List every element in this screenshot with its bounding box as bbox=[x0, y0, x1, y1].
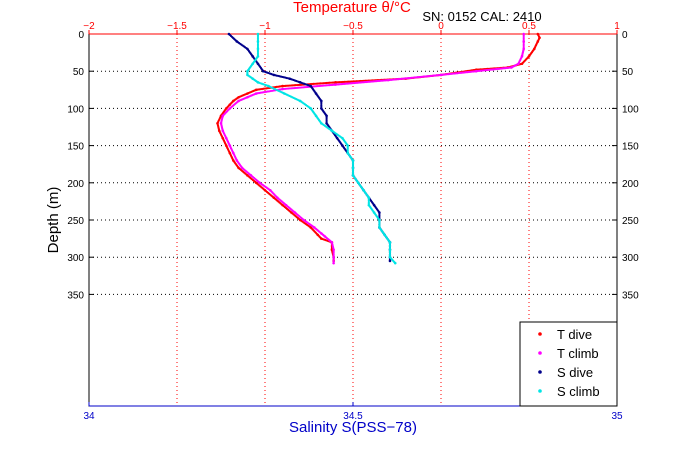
legend-marker bbox=[538, 332, 542, 336]
x-axis-label-salinity: Salinity S(PSS−78) bbox=[289, 419, 417, 436]
y-tick-label-left: 200 bbox=[67, 179, 84, 190]
y-tick-label-right: 50 bbox=[622, 67, 634, 78]
x-tick-label-temperature: −2 bbox=[83, 21, 95, 32]
x-tick-label-temperature: −0.5 bbox=[343, 21, 363, 32]
data-point bbox=[388, 259, 392, 263]
data-points bbox=[216, 32, 541, 265]
x-tick-label-salinity: 35 bbox=[611, 411, 623, 422]
x-tick-label-salinity: 34 bbox=[83, 411, 95, 422]
x-tick-label-temperature: −1.5 bbox=[167, 21, 187, 32]
data-point bbox=[393, 261, 397, 265]
y-tick-label-right: 350 bbox=[622, 290, 639, 301]
y-tick-label-left: 50 bbox=[73, 67, 85, 78]
y-tick-label-left: 100 bbox=[67, 104, 84, 115]
x-tick-label-salinity: 34.5 bbox=[343, 411, 363, 422]
legend-label: T climb bbox=[557, 346, 599, 361]
legend: T dive T climb S dive S climb bbox=[519, 321, 618, 407]
legend-label: T dive bbox=[557, 327, 592, 342]
y-tick-label-right: 0 bbox=[622, 30, 628, 41]
serial-calibration-label: SN: 0152 CAL: 2410 bbox=[422, 9, 541, 24]
y-tick-label-right: 100 bbox=[622, 104, 639, 115]
y-tick-label-right: 250 bbox=[622, 216, 639, 227]
legend-box bbox=[519, 321, 618, 407]
y-tick-label-left: 350 bbox=[67, 290, 84, 301]
y-tick-label-right: 200 bbox=[622, 179, 639, 190]
x-tick-label-temperature: 1 bbox=[614, 21, 620, 32]
y-tick-label-left: 300 bbox=[67, 253, 84, 264]
series-t-climb bbox=[219, 32, 526, 265]
series-s-climb bbox=[246, 32, 397, 265]
legend-marker bbox=[538, 389, 542, 393]
legend-label: S dive bbox=[557, 365, 593, 380]
legend-marker bbox=[538, 370, 542, 374]
y-tick-label-left: 250 bbox=[67, 216, 84, 227]
y-axis-label: Depth (m) bbox=[45, 187, 62, 254]
chart-title: Temperature θ/°C bbox=[293, 0, 411, 16]
y-tick-label-left: 150 bbox=[67, 142, 84, 153]
y-tick-label-left: 0 bbox=[78, 30, 84, 41]
y-tick-label-right: 300 bbox=[622, 253, 639, 264]
x-tick-label-temperature: −1 bbox=[259, 21, 271, 32]
legend-marker bbox=[538, 351, 542, 355]
legend-label: S climb bbox=[557, 384, 600, 399]
x-tick-label-temperature: 0 bbox=[438, 21, 444, 32]
y-tick-label-right: 150 bbox=[622, 142, 639, 153]
data-point bbox=[332, 261, 335, 265]
x-tick-label-temperature: 0.5 bbox=[522, 21, 536, 32]
grid bbox=[89, 34, 617, 406]
